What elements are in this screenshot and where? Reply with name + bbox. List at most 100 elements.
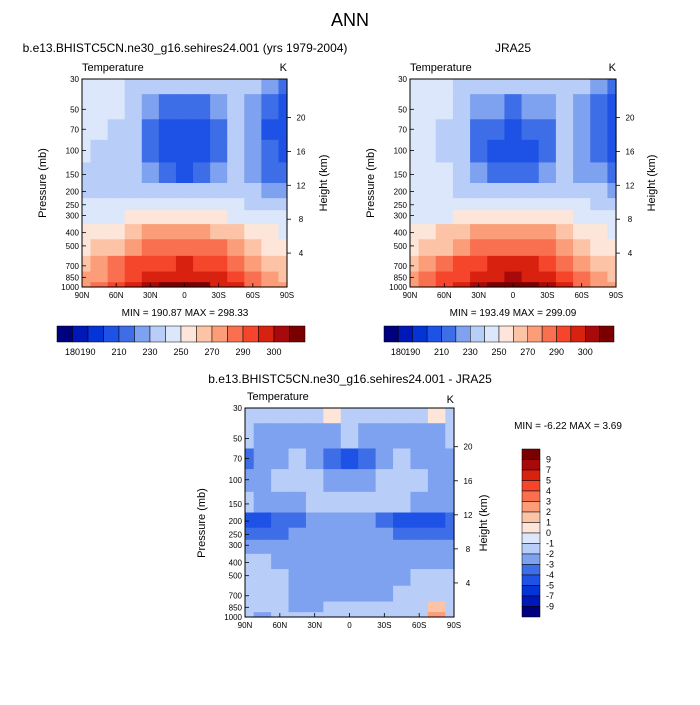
height-tick-label: 4 bbox=[466, 579, 471, 588]
contour-cell bbox=[418, 183, 437, 199]
contour-cell bbox=[452, 162, 471, 184]
contour-cell bbox=[210, 239, 228, 257]
contour-cell bbox=[210, 94, 228, 120]
contour-cell bbox=[487, 119, 506, 141]
colorbar-label: 270 bbox=[204, 347, 219, 357]
contour-cell bbox=[410, 119, 420, 141]
contour-cell bbox=[305, 423, 324, 450]
colorbar-label: 5 bbox=[546, 476, 551, 486]
contour-cell bbox=[193, 162, 211, 184]
contour-cell bbox=[435, 79, 454, 95]
contour-cell bbox=[340, 448, 359, 470]
colorbar-label: 230 bbox=[142, 347, 157, 357]
contour-cell bbox=[410, 423, 429, 450]
panel-obs-plot: 305070100150200250300400500700850100090N… bbox=[389, 75, 635, 300]
contour-cell bbox=[90, 224, 109, 240]
contour-cell bbox=[253, 423, 272, 450]
contour-cell bbox=[590, 139, 609, 164]
height-tick-label: 20 bbox=[464, 443, 473, 452]
contour-cell bbox=[470, 139, 488, 164]
height-tick-label: 16 bbox=[626, 147, 635, 156]
colorbar-box bbox=[556, 325, 572, 343]
contour-cell bbox=[90, 94, 109, 120]
contour-cell bbox=[573, 162, 591, 184]
contour-cell bbox=[573, 224, 591, 240]
contour-cell bbox=[340, 423, 359, 450]
y-tick-label: 30 bbox=[233, 404, 242, 413]
contour-cell bbox=[82, 119, 92, 141]
contour-cell bbox=[607, 271, 617, 283]
contour-cell bbox=[435, 271, 454, 283]
contour-cell bbox=[175, 224, 194, 240]
y-tick-label: 100 bbox=[394, 146, 408, 155]
contour-cell bbox=[244, 239, 262, 257]
y-tick-label: 700 bbox=[229, 592, 243, 601]
contour-cell bbox=[393, 585, 412, 603]
contour-cell bbox=[358, 448, 377, 470]
x-tick-label: 90N bbox=[403, 291, 418, 300]
contour-cell bbox=[521, 79, 540, 95]
contour-cell bbox=[521, 255, 540, 273]
contour-cell bbox=[607, 94, 617, 120]
contour-cell bbox=[410, 408, 429, 424]
colorbar-box bbox=[398, 325, 413, 343]
contour-cell bbox=[427, 539, 446, 555]
x-tick-label: 60N bbox=[272, 621, 287, 630]
contour-cell bbox=[393, 612, 412, 618]
contour-cell bbox=[418, 210, 437, 225]
contour-cell bbox=[305, 512, 324, 529]
contour-cell bbox=[253, 569, 272, 587]
contour-cell bbox=[452, 139, 471, 164]
colorbar-label: 210 bbox=[434, 347, 449, 357]
colorbar-box bbox=[87, 325, 104, 343]
contour-cell bbox=[288, 612, 307, 618]
contour-cell bbox=[555, 210, 574, 225]
colorbar-box bbox=[56, 325, 73, 343]
contour-cell bbox=[90, 139, 109, 164]
contour-cell bbox=[107, 271, 126, 283]
contour-cell bbox=[124, 198, 143, 211]
contour-cell bbox=[278, 139, 288, 164]
contour-cell bbox=[261, 224, 280, 240]
contour-cell bbox=[418, 255, 437, 273]
contour-cell bbox=[261, 271, 280, 283]
contour-cell bbox=[607, 255, 617, 273]
y-tick-label: 250 bbox=[66, 201, 80, 210]
colorbar-label: 250 bbox=[491, 347, 506, 357]
contour-cell bbox=[573, 183, 591, 199]
contour-cell bbox=[590, 224, 609, 240]
contour-cell bbox=[410, 94, 420, 120]
contour-cell bbox=[244, 210, 262, 225]
height-tick-label: 16 bbox=[297, 147, 306, 156]
contour-cell bbox=[452, 271, 471, 283]
contour-cell bbox=[555, 255, 574, 273]
colorbar-box bbox=[521, 469, 541, 481]
contour-cell bbox=[427, 491, 446, 514]
contour-cell bbox=[452, 119, 471, 141]
contour-cell bbox=[340, 491, 359, 514]
contour-cell bbox=[158, 139, 177, 164]
y-tick-label: 1000 bbox=[224, 613, 242, 622]
contour-cell bbox=[504, 183, 523, 199]
contour-cell bbox=[410, 553, 429, 570]
y-tick-label: 150 bbox=[66, 170, 80, 179]
contour-cell bbox=[521, 282, 540, 288]
contour-cell bbox=[393, 601, 412, 613]
colorbar-box bbox=[426, 325, 442, 343]
contour-cell bbox=[193, 271, 211, 283]
panel-obs-minmax: MIN = 193.49 MAX = 299.09 bbox=[450, 308, 577, 319]
colorbar-label: -7 bbox=[546, 591, 554, 601]
contour-cell bbox=[124, 162, 143, 184]
contour-cell bbox=[410, 527, 429, 541]
contour-cell bbox=[271, 553, 290, 570]
contour-cell bbox=[261, 119, 280, 141]
y-tick-label: 50 bbox=[70, 105, 79, 114]
contour-cell bbox=[210, 255, 228, 273]
colorbar-box bbox=[521, 574, 541, 586]
contour-cell bbox=[175, 271, 194, 283]
contour-cell bbox=[504, 94, 523, 120]
contour-cell bbox=[227, 79, 245, 95]
contour-cell bbox=[175, 239, 194, 257]
colorbar-box bbox=[118, 325, 135, 343]
